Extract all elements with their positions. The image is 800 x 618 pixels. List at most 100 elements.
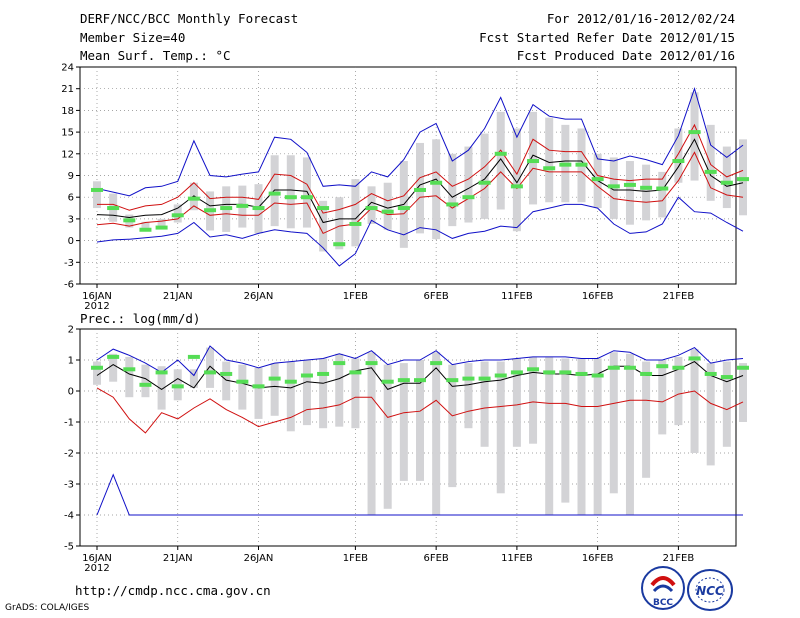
- temp-ytick-label: 3: [68, 214, 74, 225]
- prec-ensemble-marker: [236, 379, 249, 384]
- prec-ensemble-marker: [252, 384, 265, 389]
- temp-ensemble-marker: [333, 242, 346, 247]
- prec-ensemble-marker: [204, 370, 217, 375]
- temp-ensemble-marker: [607, 184, 620, 189]
- prec-spread-bar: [351, 358, 360, 429]
- temp-ensemble-marker: [397, 206, 410, 211]
- chart-title: DERF/NCC/BCC Monthly Forecast: [80, 11, 299, 26]
- prec-spread-bar: [157, 366, 166, 410]
- prec-min-line: [96, 473, 743, 516]
- temp-ensemble-marker: [559, 162, 572, 167]
- prec-spread-bar: [722, 361, 731, 447]
- prec-xtick-label: 6FEB: [424, 553, 449, 564]
- prec-ytick-label: 1: [68, 356, 74, 367]
- grads-credit: GrADS: COLA/IGES: [5, 603, 90, 613]
- temp-ensemble-marker: [575, 162, 588, 167]
- prec-spread-bar: [739, 363, 747, 422]
- prec-spread-bar: [238, 364, 247, 410]
- prec-ensemble-marker: [430, 361, 443, 366]
- prec-spread-bar: [319, 358, 328, 429]
- prec-lower-line: [96, 387, 744, 434]
- temp-ensemble-marker: [204, 208, 217, 213]
- prec-ytick-label: -1: [64, 418, 74, 429]
- temp-upper-line: [97, 123, 744, 214]
- forecast-start-date: Fcst Started Refer Date 2012/01/15: [479, 30, 735, 45]
- prec-ensemble-marker: [397, 378, 410, 383]
- temp-spread-bar: [448, 153, 457, 227]
- temp-ensemble-marker: [704, 169, 717, 174]
- prec-ensemble-marker: [737, 365, 749, 370]
- temp-ensemble-marker: [656, 186, 669, 191]
- temp-ytick-label: 24: [61, 63, 74, 74]
- prec-ytick-label: -5: [64, 542, 74, 553]
- temp-ensemble-marker: [365, 206, 378, 211]
- prec-ensemble-marker: [349, 370, 362, 375]
- temp-xtick-label: 16FEB: [582, 291, 614, 302]
- ncc-logo: NCC: [687, 569, 733, 611]
- temp-spread-bar: [141, 221, 150, 230]
- prec-spread-bar: [189, 369, 198, 388]
- prec-xtick-label: 21JAN: [163, 553, 193, 564]
- temp-ensemble-marker: [494, 151, 507, 156]
- prec-spread-bar: [593, 358, 602, 515]
- temp-ensemble-marker: [171, 213, 184, 218]
- prec-spread-bar: [674, 356, 683, 426]
- prec-spread-bar: [399, 363, 408, 481]
- prec-ensemble-marker: [656, 364, 669, 369]
- temp-spread-bar: [319, 200, 328, 252]
- temp-xtick-label: 16JAN: [82, 291, 112, 302]
- temp-spread-bar: [189, 182, 198, 211]
- temp-ensemble-marker: [187, 196, 200, 201]
- prec-ensemble-marker: [720, 375, 733, 380]
- temp-min-line: [96, 196, 744, 267]
- prec-ytick-label: 2: [68, 325, 74, 336]
- temp-ensemble-marker: [478, 180, 491, 185]
- temp-xtick-label: 26JAN: [244, 291, 274, 302]
- prec-spread-bar: [302, 360, 311, 426]
- temp-spread-bar: [674, 128, 683, 183]
- prec-spread-bar: [577, 358, 586, 515]
- temp-spread-bar: [512, 128, 521, 232]
- prec-ensemble-marker: [284, 379, 297, 384]
- prec-ensemble-marker: [333, 361, 346, 366]
- prec-ytick-label: -2: [64, 449, 74, 460]
- forecast-produced-date: Fcst Produced Date 2012/01/16: [516, 48, 735, 63]
- temp-ytick-label: 0: [68, 236, 74, 247]
- temp-ensemble-marker: [155, 225, 168, 230]
- prec-ensemble-marker: [268, 376, 281, 381]
- temp-ensemble-marker: [220, 206, 233, 211]
- prec-spread-bar: [706, 363, 715, 466]
- prec-ensemble-marker: [510, 370, 523, 375]
- temp-ensemble-marker: [737, 177, 749, 182]
- temp-ensemble-marker: [300, 195, 313, 200]
- temp-ensemble-marker: [591, 177, 604, 182]
- prec-ensemble-marker: [381, 379, 394, 384]
- member-size-label: Member Size=40: [80, 30, 186, 45]
- temp-ensemble-marker: [623, 182, 636, 187]
- prec-spread-bar: [141, 364, 150, 398]
- temp-ensemble-marker: [268, 191, 281, 196]
- temp-ensemble-marker: [640, 185, 653, 190]
- temp-ensemble-marker: [543, 166, 556, 171]
- precip-panel-title: Prec.: log(mm/d): [80, 311, 201, 326]
- temp-ytick-label: 18: [61, 106, 74, 117]
- prec-max-line: [96, 345, 744, 377]
- prec-spread-bar: [286, 361, 295, 432]
- temp-spread-bar: [690, 92, 699, 181]
- prec-spread-bar: [93, 361, 101, 385]
- prec-xtick-label: 11FEB: [501, 553, 533, 564]
- temp-ensemble-marker: [123, 218, 136, 223]
- prec-xtick-label: 21FEB: [663, 553, 695, 564]
- prec-ytick-label: -3: [64, 480, 74, 491]
- temp-spread-bar: [658, 171, 667, 218]
- temp-spread-bar: [367, 186, 376, 224]
- temp-spread-bar: [383, 182, 392, 230]
- temp-max-line: [96, 87, 744, 197]
- footer-url[interactable]: http://cmdp.ncc.cma.gov.cn: [75, 583, 271, 598]
- temp-ytick-label: -6: [64, 280, 74, 291]
- temp-spread-bar: [335, 197, 344, 250]
- temp-ensemble-marker: [510, 184, 523, 189]
- temp-ensemble-marker: [236, 203, 249, 208]
- prec-xtick-label: 1FEB: [343, 553, 368, 564]
